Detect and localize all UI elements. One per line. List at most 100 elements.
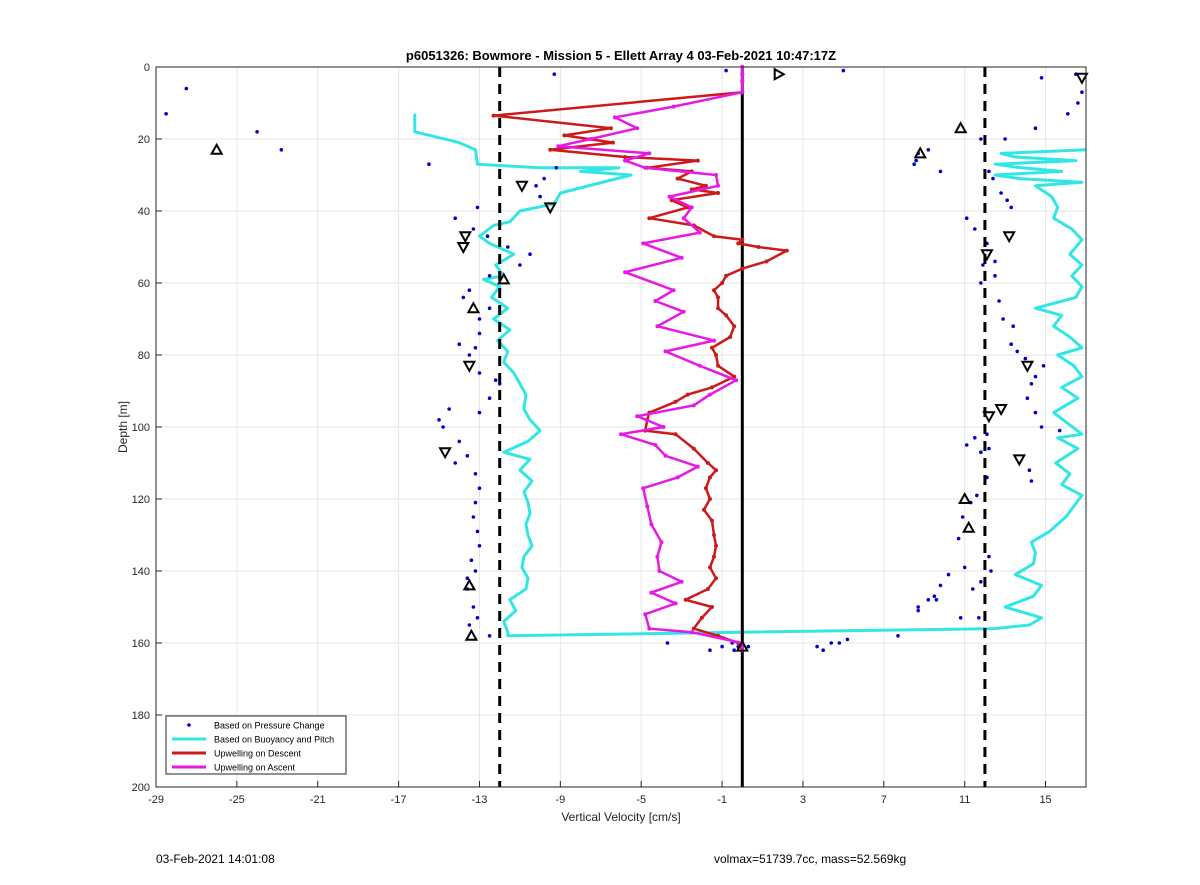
pressure-change-point: [934, 598, 939, 602]
pressure-change-point: [475, 529, 480, 534]
upwelling-ascent-marker: [612, 115, 617, 120]
pressure-change-point: [473, 346, 478, 350]
pressure-change-point: [821, 648, 825, 652]
upwelling-descent-marker: [709, 385, 714, 390]
upwelling-ascent-marker: [623, 158, 628, 163]
pressure-change-point: [724, 68, 728, 73]
x-axis-label: Vertical Velocity [cm/s]: [561, 810, 680, 824]
pressure-change-point: [938, 583, 943, 588]
pressure-change-point: [970, 587, 975, 591]
pressure-change-point: [987, 169, 991, 174]
pressure-change-point: [487, 396, 492, 401]
y-tick-label: 20: [138, 134, 150, 146]
upwelling-descent-marker: [707, 475, 712, 480]
pressure-change-point: [938, 169, 943, 174]
x-tick-label: -9: [555, 794, 565, 806]
pressure-change-point: [973, 436, 977, 440]
pressure-change-point: [912, 162, 916, 166]
pressure-change-point: [465, 454, 470, 458]
upwelling-descent-marker: [712, 533, 716, 537]
pressure-change-point: [441, 425, 445, 429]
upwelling-ascent-marker: [667, 194, 672, 199]
pressure-change-point: [1033, 410, 1038, 415]
pressure-change-point: [1005, 198, 1009, 202]
triangle-up-marker: [953, 121, 968, 134]
triangle-down-marker: [980, 249, 994, 262]
upwelling-descent-marker: [703, 486, 708, 491]
triangle-down-marker: [462, 360, 477, 373]
triangle-down-marker: [994, 404, 1008, 417]
pressure-change-point: [471, 515, 476, 519]
pressure-change-point: [665, 641, 670, 645]
pressure-change-point: [987, 446, 991, 451]
pressure-change-point: [477, 331, 482, 336]
pressure-change-point: [720, 644, 724, 649]
upwelling-ascent-marker: [663, 453, 668, 458]
pressure-change-point: [979, 450, 983, 455]
pressure-change-point: [1029, 382, 1034, 386]
triangle-down-marker: [1012, 454, 1026, 467]
upwelling-descent-marker: [712, 234, 716, 239]
grid-lines: [155, 66, 1086, 788]
pressure-change-point: [960, 515, 965, 519]
upwelling-descent-marker: [548, 147, 553, 152]
triangle-down-marker: [982, 411, 996, 424]
upwelling-descent-marker: [720, 281, 725, 285]
upwelling-ascent-marker: [635, 414, 640, 419]
pressure-change-point: [991, 176, 995, 181]
pressure-change-point: [453, 461, 458, 465]
pressure-change-point: [896, 634, 900, 638]
upwelling-descent-marker: [709, 605, 714, 609]
pressure-change-point: [1039, 425, 1044, 429]
pressure-change-point: [1033, 126, 1038, 130]
upwelling-descent-marker: [703, 183, 708, 188]
triangle-up-marker: [957, 491, 972, 504]
pressure-change-point: [987, 554, 991, 559]
pressure-change-point: [487, 634, 492, 638]
pressure-change-point: [447, 407, 451, 411]
pressure-change-point: [958, 616, 963, 620]
upwelling-descent-marker: [714, 543, 719, 548]
x-tick-label: 7: [881, 794, 887, 806]
x-tick-label: 3: [800, 794, 806, 806]
pressure-change-point: [487, 274, 492, 278]
y-tick-label: 80: [138, 350, 150, 362]
upwelling-ascent-marker: [681, 216, 686, 221]
pressure-change-point: [1011, 324, 1016, 329]
triangle-down-marker: [458, 231, 473, 244]
pressure-change-point: [467, 623, 472, 627]
pressure-change-point: [473, 569, 478, 573]
upwelling-descent-marker: [623, 155, 628, 159]
pressure-change-point: [528, 252, 532, 256]
upwelling-descent-marker: [701, 507, 706, 512]
pressure-change-point: [477, 317, 482, 321]
upwelling-ascent-marker: [689, 205, 694, 210]
pressure-change-point: [542, 176, 546, 181]
triangle-up-marker: [209, 142, 224, 155]
footer-volmax-mass: volmax=51739.7cc, mass=52.569kg: [714, 852, 907, 866]
pressure-change-point: [461, 295, 466, 300]
triangle-up-marker: [464, 628, 479, 641]
upwelling-ascent-marker: [691, 403, 696, 408]
triangle-up-marker: [466, 301, 481, 314]
pressure-change-point: [477, 486, 482, 491]
pressure-change-point: [1057, 428, 1062, 433]
upwelling-descent-marker: [724, 313, 729, 318]
pressure-change-point: [746, 644, 751, 649]
pressure-change-point: [1029, 479, 1034, 483]
pressure-change-point: [1009, 342, 1013, 347]
pressure-change-point: [255, 130, 259, 134]
upwelling-ascent-marker: [681, 309, 686, 314]
pressure-change-point: [457, 439, 462, 444]
pressure-change-point: [279, 148, 284, 152]
y-tick-label: 100: [132, 422, 150, 434]
pressure-change-point: [184, 86, 189, 91]
legend-entry-label: Upwelling on Descent: [214, 749, 302, 759]
y-tick-label: 60: [138, 278, 150, 290]
upwelling-descent-marker: [610, 140, 615, 145]
upwelling-ascent-marker: [647, 626, 652, 631]
upwelling-ascent-marker: [661, 425, 666, 429]
upwelling-ascent-marker: [671, 104, 676, 109]
upwelling-ascent-marker: [707, 392, 712, 397]
